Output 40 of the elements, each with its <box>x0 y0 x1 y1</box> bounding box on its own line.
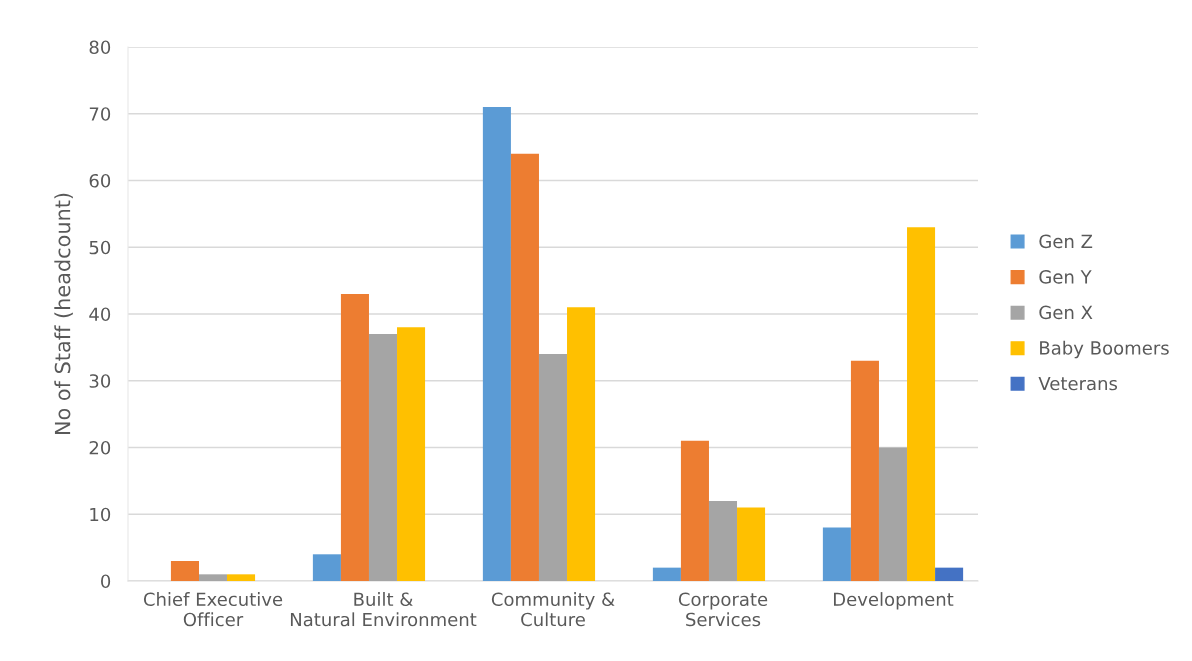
y-tick-label: 40 <box>89 307 111 322</box>
y-tick-label: 30 <box>89 374 111 388</box>
bar <box>680 440 709 581</box>
bar <box>878 447 908 581</box>
bar <box>397 327 426 581</box>
y-tick-label: 10 <box>90 507 111 522</box>
bar <box>850 360 879 581</box>
bar <box>907 227 936 581</box>
bar <box>510 153 539 581</box>
y-tick-label: 0 <box>101 574 111 589</box>
x-tick-label: Corporate Services <box>678 592 768 627</box>
y-axis-title: No of Staff (headcount) <box>54 193 73 435</box>
bar <box>340 293 369 581</box>
bar <box>737 507 766 581</box>
legend-label: Gen X <box>1039 305 1093 320</box>
y-tick-label: 80 <box>89 40 111 55</box>
x-tick-label: Built & Natural Environment <box>290 592 477 627</box>
bar <box>822 527 851 581</box>
y-tick-label: 20 <box>89 440 111 455</box>
bar <box>170 560 199 581</box>
bar <box>198 574 228 581</box>
legend-label: Gen Z <box>1039 234 1093 249</box>
bar <box>708 500 738 581</box>
x-tick-label: Community & Culture <box>491 592 615 627</box>
x-tick-label: Chief Executive Officer <box>143 592 283 627</box>
legend-label: Veterans <box>1038 376 1118 391</box>
y-tick-label: 70 <box>89 107 111 121</box>
legend-label: Baby Boomers <box>1040 340 1169 359</box>
bar <box>935 567 964 581</box>
bar <box>567 307 596 581</box>
legend-label: Gen Y <box>1039 270 1092 284</box>
y-tick-label: 50 <box>89 240 111 255</box>
bar <box>482 107 511 581</box>
bar <box>652 567 681 581</box>
bar <box>227 574 256 581</box>
bar <box>312 554 341 581</box>
y-tick-label: 60 <box>89 173 111 188</box>
bar <box>538 354 568 581</box>
bar <box>368 334 398 581</box>
x-tick-label: Development <box>834 592 954 610</box>
